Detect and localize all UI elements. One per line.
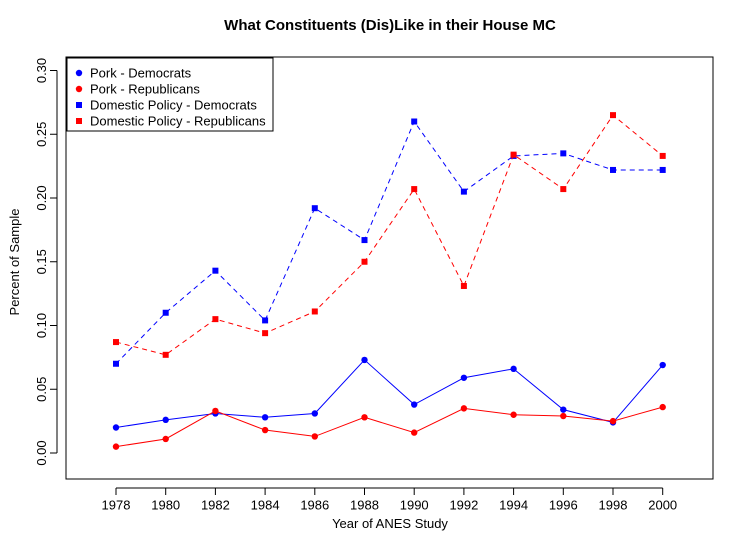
- data-point: [560, 186, 567, 193]
- data-point: [609, 417, 617, 425]
- data-point: [460, 374, 468, 381]
- legend-label: Domestic Policy - Democrats: [90, 98, 257, 113]
- data-point: [411, 118, 418, 125]
- data-point: [113, 360, 119, 367]
- series-line: [115, 114, 664, 356]
- y-tick-label: 0.15: [34, 249, 49, 274]
- y-tick-label: 0.00: [34, 440, 49, 465]
- x-tick-label: 1996: [549, 498, 578, 513]
- x-tick-label: 1978: [102, 498, 131, 513]
- data-point: [610, 112, 616, 119]
- series-layer: [112, 112, 666, 450]
- x-tick-label: 1998: [599, 498, 628, 513]
- data-point: [212, 267, 219, 274]
- y-axis-label: Percent of Sample: [7, 209, 22, 316]
- data-point: [311, 433, 318, 440]
- data-point: [261, 426, 269, 434]
- series-2: [113, 118, 666, 367]
- data-point: [162, 416, 169, 424]
- data-point: [361, 258, 368, 265]
- y-tick-label: 0.10: [34, 313, 49, 338]
- legend-label: Pork - Republicans: [90, 82, 200, 97]
- x-tick-label: 1986: [300, 498, 329, 513]
- data-point: [510, 411, 517, 418]
- x-tick-label: 1980: [151, 498, 180, 513]
- y-tick-label: 0.30: [34, 58, 49, 83]
- data-point: [460, 188, 467, 195]
- y-tick-label: 0.20: [34, 185, 49, 210]
- data-point: [162, 351, 169, 358]
- data-point: [212, 407, 219, 415]
- data-point: [162, 309, 169, 316]
- series-3: [113, 112, 666, 358]
- series-0: [112, 356, 666, 431]
- legend-marker: [76, 118, 82, 124]
- x-tick-label: 1992: [449, 498, 478, 513]
- y-tick-label: 0.05: [34, 377, 49, 402]
- chart-title: What Constituents (Dis)Like in their Hou…: [224, 17, 556, 34]
- data-point: [510, 151, 517, 158]
- data-point: [460, 405, 468, 412]
- data-point: [162, 435, 169, 443]
- x-tick-label: 1994: [499, 498, 528, 513]
- data-point: [311, 308, 318, 315]
- data-point: [659, 152, 666, 159]
- plot-frame: [65, 56, 714, 480]
- legend-label: Domestic Policy - Republicans: [90, 114, 266, 129]
- data-point: [361, 356, 368, 364]
- data-point: [262, 317, 269, 324]
- data-point: [361, 237, 368, 244]
- data-point: [460, 282, 467, 289]
- data-point: [411, 429, 418, 436]
- data-point: [261, 414, 269, 421]
- data-point: [659, 166, 666, 173]
- series-1: [112, 403, 666, 450]
- series-line: [115, 120, 663, 365]
- series-line: [115, 406, 663, 448]
- data-point: [262, 330, 269, 337]
- x-tick-label: 1984: [251, 498, 280, 513]
- y-axis: 0.00 0.05 0.10 0.15 0.20 0.25 0.30: [34, 58, 58, 466]
- data-point: [361, 414, 368, 421]
- data-point: [659, 361, 666, 369]
- x-tick-label: 1982: [201, 498, 230, 513]
- legend-label: Pork - Democrats: [90, 66, 192, 81]
- legend-box: [66, 57, 274, 132]
- data-point: [212, 316, 219, 323]
- data-point: [560, 412, 567, 420]
- data-point: [659, 403, 666, 411]
- x-tick-label: 1990: [400, 498, 429, 513]
- data-point: [113, 339, 119, 346]
- data-point: [112, 424, 120, 431]
- x-tick-label: 2000: [648, 498, 677, 513]
- data-point: [311, 410, 318, 417]
- x-axis-label: Year of ANES Study: [332, 516, 448, 531]
- data-point: [560, 150, 567, 157]
- data-point: [610, 166, 616, 173]
- y-tick-label: 0.25: [34, 122, 49, 147]
- x-axis: 1978 1980 1982 1984 1986 1988 1990 1992 1994 1996…: [102, 487, 677, 513]
- data-point: [411, 401, 418, 408]
- data-point: [112, 443, 120, 450]
- legend-marker: [76, 102, 82, 108]
- legend-marker: [75, 85, 83, 93]
- series-line: [115, 359, 664, 428]
- legend-marker: [75, 69, 83, 77]
- data-point: [411, 186, 418, 193]
- data-point: [311, 205, 318, 212]
- data-point: [510, 365, 517, 373]
- data-point: [560, 406, 567, 413]
- x-tick-label: 1988: [350, 498, 379, 513]
